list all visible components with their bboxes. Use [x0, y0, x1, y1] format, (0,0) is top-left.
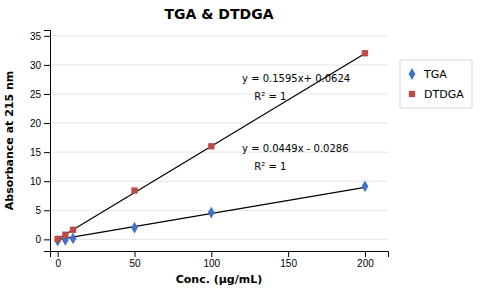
x-tick-mark [211, 251, 212, 257]
y-axis-line [44, 31, 51, 252]
regression-line [58, 53, 365, 239]
annotation: y = 0.1595x+ 0.0624 [242, 73, 350, 84]
x-tick-mark [58, 251, 59, 257]
y-tick: 5 [35, 205, 50, 216]
point [362, 180, 369, 192]
plot-area [54, 50, 368, 246]
annotation: R² = 1 [254, 91, 286, 102]
y-tick-label: 0 [35, 234, 41, 245]
point [54, 235, 61, 247]
point [362, 50, 368, 56]
y-axis-title: Absorbance at 215 nm [3, 71, 16, 210]
y-tick-mark [44, 152, 50, 153]
x-tick: 50 [129, 251, 141, 269]
x-tick-label: 200 [357, 258, 374, 269]
x-tick: 150 [280, 251, 297, 269]
point [131, 187, 137, 193]
point [208, 207, 215, 219]
y-tick: 0 [35, 234, 50, 245]
x-tick-mark [288, 251, 289, 257]
x-tick: 0 [55, 251, 61, 269]
grid [50, 36, 388, 240]
point [55, 236, 61, 242]
y-tick-mark [44, 123, 50, 124]
y-tick: 30 [30, 60, 50, 71]
x-tick: 100 [203, 251, 220, 269]
grid-line [50, 64, 388, 65]
point [208, 143, 214, 149]
x-axis: 0 50 100 150 200 [51, 251, 389, 269]
y-tick-label: 35 [30, 31, 42, 42]
annotation: R² = 1 [254, 161, 286, 172]
y-tick-mark [44, 181, 50, 182]
legend-frame [400, 60, 472, 108]
grid-line [50, 239, 388, 240]
y-tick-label: 20 [30, 118, 42, 129]
grid-line [50, 210, 388, 211]
y-tick-mark [44, 239, 50, 240]
x-tick-mark [135, 251, 136, 257]
x-tick-label: 100 [203, 258, 220, 269]
x-axis-line [51, 252, 389, 258]
y-tick-mark [44, 94, 50, 95]
point [62, 232, 68, 238]
grid-line [50, 93, 388, 94]
y-tick: 15 [30, 147, 50, 158]
x-tick-mark [365, 251, 366, 257]
y-tick-label: 25 [30, 89, 42, 100]
x-tick: 200 [357, 251, 374, 269]
chart: TGA & DTDGA 0 50 100 150 200 0 5 10 15 20 25 30 35 Con… [0, 0, 480, 289]
legend-entry: TGA [409, 68, 448, 81]
grid-line [50, 35, 388, 36]
legend-label: DTDGA [424, 88, 464, 101]
point [70, 227, 76, 233]
y-tick: 10 [30, 176, 50, 187]
y-tick: 25 [30, 89, 50, 100]
y-tick: 20 [30, 118, 50, 129]
y-tick-mark [44, 210, 50, 211]
legend-entry: DTDGA [409, 88, 464, 101]
x-tick-label: 150 [280, 258, 297, 269]
legend-label: TGA [423, 68, 447, 81]
grid-line [50, 181, 388, 182]
title: TGA & DTDGA [165, 6, 274, 22]
legend-swatch [409, 91, 415, 97]
y-axis: 0 5 10 15 20 25 30 35 [30, 31, 51, 252]
x-tick-label: 50 [129, 258, 141, 269]
point [131, 222, 138, 234]
regression-line [58, 187, 365, 239]
y-tick: 35 [30, 31, 50, 42]
x-axis-title: Conc. (μg/mL) [176, 273, 263, 286]
x-tick-label: 0 [55, 258, 61, 269]
legend: TGA DTDGA [400, 60, 472, 108]
series [54, 180, 368, 246]
series [55, 50, 369, 242]
y-tick-mark [44, 65, 50, 66]
point [70, 233, 77, 245]
annotation: y = 0.0449x - 0.0286 [242, 143, 349, 154]
y-tick-label: 15 [30, 147, 42, 158]
y-tick-label: 10 [30, 176, 42, 187]
y-tick-label: 30 [30, 60, 42, 71]
annotations: y = 0.1595x+ 0.0624 R² = 1 y = 0.0449x - 0… [242, 73, 350, 171]
y-tick-label: 5 [35, 205, 41, 216]
legend-swatch [409, 68, 416, 80]
grid-line [50, 123, 388, 124]
y-tick-mark [44, 36, 50, 37]
